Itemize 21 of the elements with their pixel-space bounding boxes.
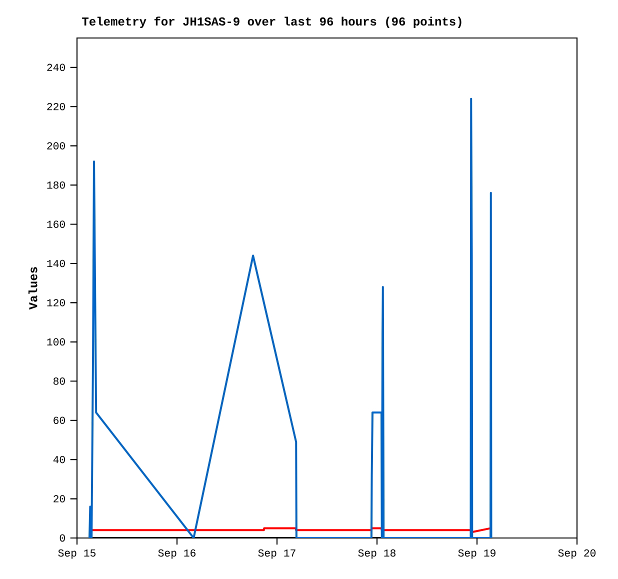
x-tick-label: Sep 18 [358,549,396,559]
x-tick-label: Sep 19 [458,549,496,559]
x-tick-label: Sep 15 [58,549,96,559]
y-tick-label: 0 [60,534,65,542]
y-tick-label: 140 [47,260,65,268]
y-tick-label: 180 [47,181,65,189]
x-tick-label: Sep 17 [258,549,296,559]
chart-title: Telemetry for JH1SAS-9 over last 96 hours (96 points) [82,16,462,28]
y-tick-label: 240 [47,64,65,72]
y-tick-label: 40 [53,456,65,464]
x-tick-label: Sep 16 [158,549,196,559]
y-tick-label: 220 [47,103,65,110]
y-tick-label: 60 [54,416,65,424]
y-tick-label: 160 [47,220,65,228]
y-axis-title: Values [28,267,38,310]
y-tick-label: 80 [54,378,65,385]
x-tick-label: Sep 20 [558,549,596,559]
y-tick-label: 20 [54,495,65,502]
y-tick-label: 120 [47,299,65,306]
y-tick-label: 100 [47,338,65,346]
y-tick-label: 200 [47,142,65,150]
